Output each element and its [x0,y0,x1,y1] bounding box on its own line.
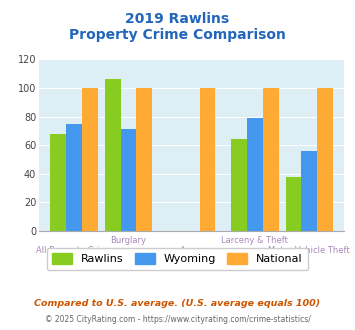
Bar [200,88,215,231]
Bar [82,88,98,231]
Bar [263,88,279,231]
Text: Property Crime Comparison: Property Crime Comparison [69,28,286,42]
Text: All Property Crime: All Property Crime [36,246,113,255]
Bar [136,88,152,231]
Text: Compared to U.S. average. (U.S. average equals 100): Compared to U.S. average. (U.S. average … [34,299,321,308]
Text: Burglary: Burglary [110,236,147,245]
Text: © 2025 CityRating.com - https://www.cityrating.com/crime-statistics/: © 2025 CityRating.com - https://www.city… [45,315,310,324]
Bar [301,151,317,231]
Bar [50,134,66,231]
Bar [231,140,247,231]
Text: Motor Vehicle Theft: Motor Vehicle Theft [268,246,350,255]
Text: Arson: Arson [180,246,204,255]
Bar [317,88,333,231]
Legend: Rawlins, Wyoming, National: Rawlins, Wyoming, National [47,248,308,270]
Text: Larceny & Theft: Larceny & Theft [222,236,288,245]
Bar [66,124,82,231]
Bar [121,129,136,231]
Text: 2019 Rawlins: 2019 Rawlins [125,12,230,25]
Bar [285,177,301,231]
Bar [105,80,121,231]
Bar [247,118,263,231]
